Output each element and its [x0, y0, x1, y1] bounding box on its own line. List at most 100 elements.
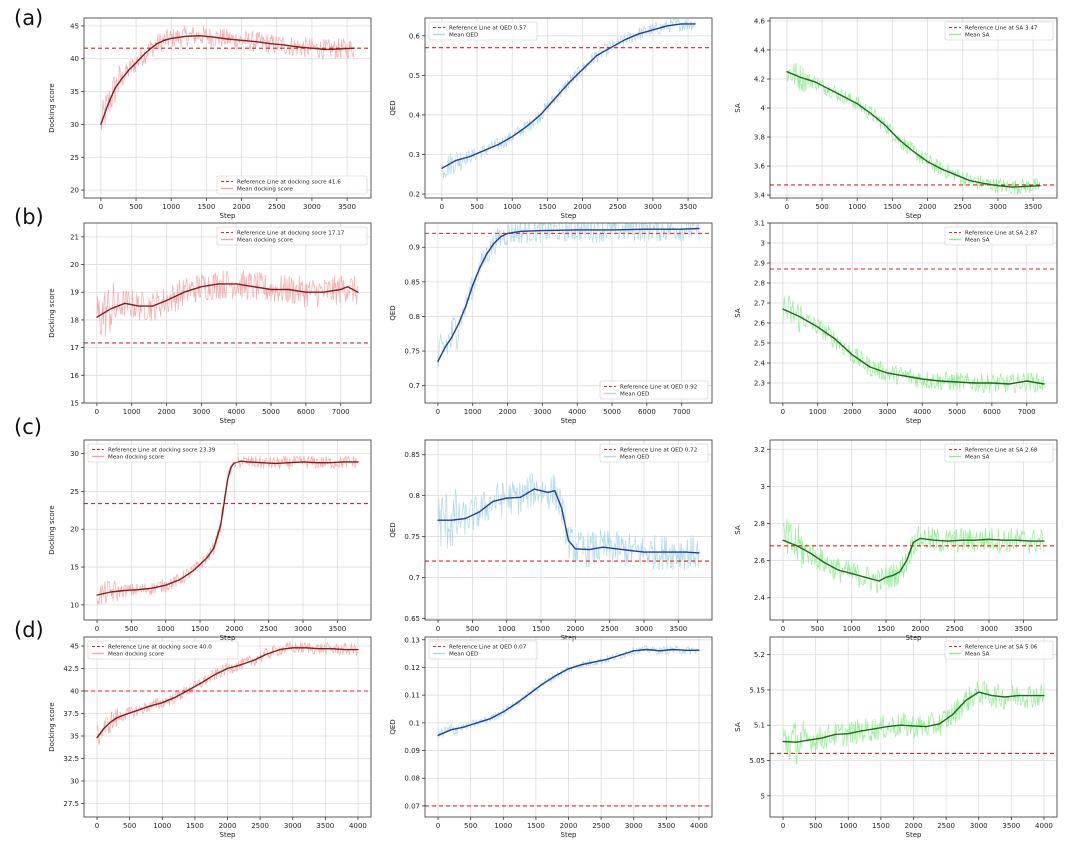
plot-area — [84, 25, 371, 130]
legend-box — [944, 640, 1054, 660]
x-tick-label: 2500 — [601, 625, 619, 633]
mean-data-point — [567, 540, 570, 542]
mean-data-point — [497, 144, 499, 146]
legend-box — [87, 640, 239, 660]
x-tick-label: 500 — [809, 822, 822, 830]
mean-data-point — [519, 496, 522, 498]
chart-d-qed: 0 500 1000 1500 2000 2500 3000 3500 4000 0.07 0.08… — [389, 636, 713, 839]
legend-reference-label: Reference Line at QED 0.07 — [449, 645, 527, 651]
mean-data-point — [698, 649, 700, 651]
x-axis-label: Step — [561, 831, 577, 839]
axes-frame — [424, 17, 713, 199]
x-tick-label: 6000 — [638, 408, 656, 416]
mean-data-point — [919, 537, 922, 540]
y-axis-label: QED — [389, 522, 397, 537]
legend: Reference Line at docking socre 23.39Mea… — [87, 443, 239, 463]
x-tick-label: 3000 — [980, 625, 998, 633]
mean-data-point — [220, 524, 222, 527]
x-tick-label: 2500 — [946, 625, 964, 633]
x-tick-label: 1000 — [464, 408, 482, 416]
y-tick-label: 0.09 — [404, 747, 420, 755]
mean-data-point — [500, 236, 502, 238]
legend-mean-label: Mean SA — [965, 652, 990, 658]
mean-data-point — [311, 47, 313, 49]
y-tick-label: 3.6 — [754, 163, 766, 171]
y-tick-label: 0.85 — [404, 278, 420, 286]
mean-data-point — [261, 462, 263, 464]
mean-data-point — [796, 545, 798, 547]
y-tick-label: 0.12 — [404, 664, 420, 672]
mean-data-point — [233, 462, 235, 464]
mean-data-point — [899, 571, 901, 573]
y-tick-label: 0.08 — [404, 775, 420, 783]
y-tick-label: 0.3 — [409, 151, 420, 159]
y-tick-label: 20 — [70, 187, 79, 195]
x-tick-label: 0 — [440, 203, 444, 211]
mean-data-point — [1017, 695, 1019, 697]
legend-box — [599, 380, 709, 400]
x-tick-label: 1000 — [848, 203, 866, 211]
mean-data-point — [834, 338, 836, 340]
mean-data-point — [302, 461, 304, 463]
x-tick-label: 2000 — [844, 408, 862, 416]
plot-area — [84, 641, 371, 746]
x-tick-label: 3500 — [328, 625, 346, 633]
mean-data-point — [322, 291, 324, 293]
mean-data-point — [472, 284, 474, 286]
mean-data-point — [149, 48, 151, 50]
y-tick-label: 16 — [70, 372, 79, 380]
mean-data-point — [629, 549, 631, 552]
mean-data-point — [886, 726, 889, 728]
y-tick-label: 3 — [761, 240, 765, 248]
y-tick-label: 2.4 — [754, 360, 766, 368]
x-tick-label: 3500 — [1024, 203, 1042, 211]
y-axis-label: SA — [734, 525, 742, 535]
x-tick-label: 2000 — [919, 203, 937, 211]
mean-data-point — [567, 82, 570, 84]
mean-data-point — [567, 668, 570, 670]
mean-data-point — [184, 35, 186, 38]
y-tick-label: 35 — [70, 88, 79, 96]
x-tick-label: 2000 — [566, 625, 584, 633]
x-tick-label: 0 — [95, 408, 99, 416]
mean-data-point — [955, 174, 957, 176]
legend-reference-label: Reference Line at SA 2.87 — [965, 231, 1038, 237]
x-tick-label: 2000 — [219, 822, 237, 830]
x-tick-label: 1500 — [877, 625, 895, 633]
mean-data-point — [698, 227, 700, 230]
raw-series-line — [782, 294, 1045, 394]
y-axis-label: SA — [734, 308, 742, 318]
y-tick-label: 25 — [70, 488, 79, 496]
mean-data-point — [165, 584, 167, 586]
legend-box — [428, 640, 538, 660]
y-tick-label: 30 — [70, 778, 79, 786]
raw-series-line — [782, 518, 1045, 594]
mean-data-point — [969, 180, 971, 182]
mean-data-point — [681, 228, 683, 230]
mean-data-point — [240, 460, 242, 462]
mean-data-point — [151, 587, 153, 589]
mean-data-point — [96, 737, 98, 739]
mean-data-point — [344, 649, 346, 651]
y-axis-label: QED — [389, 719, 397, 734]
y-tick-label: 0.7 — [409, 382, 420, 390]
mean-data-point — [870, 113, 872, 115]
legend-reference-label: Reference Line at docking socre 40.0 — [108, 645, 212, 651]
x-tick-label: 4000 — [690, 822, 708, 830]
mean-data-point — [283, 44, 285, 46]
x-tick-label: 500 — [129, 203, 142, 211]
mean-data-point — [170, 37, 172, 40]
x-tick-label: 2500 — [268, 203, 286, 211]
chart-a-sa: 0 500 1000 1500 2000 2500 3000 3500 3.4 3.6 3.8 4 4.… — [734, 17, 1058, 220]
mean-data-point — [851, 573, 853, 575]
x-tick-label: 3000 — [303, 203, 321, 211]
mean-data-point — [886, 372, 889, 374]
y-axis-label: QED — [389, 305, 397, 320]
mean-data-point — [511, 136, 513, 138]
y-tick-label: 20 — [70, 526, 79, 534]
y-tick-label: 5.1 — [754, 722, 765, 730]
mean-data-point — [525, 126, 527, 128]
raw-series-line — [441, 18, 696, 179]
